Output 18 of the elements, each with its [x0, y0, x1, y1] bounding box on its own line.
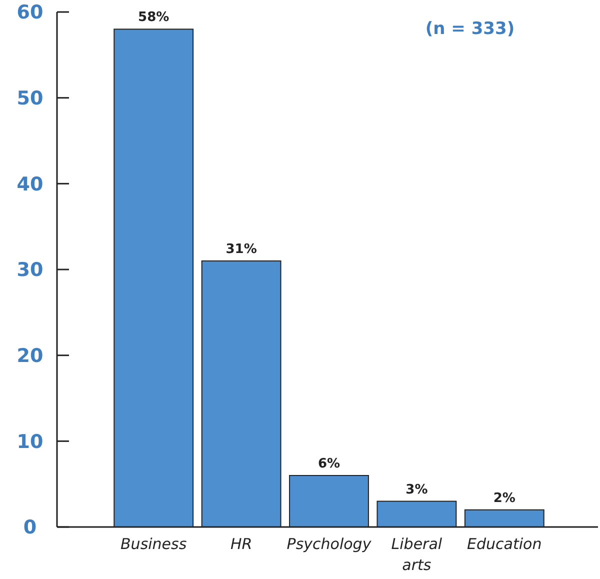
x-tick-label: Education [467, 535, 542, 553]
y-tick-label: 0 [23, 516, 37, 539]
y-tick-label: 30 [16, 259, 44, 282]
y-tick-label: 20 [16, 344, 44, 367]
y-tick-label: 60 [16, 2, 44, 24]
annotation: (n = 333) [425, 19, 515, 39]
data-label: 58% [138, 10, 170, 26]
data-label: 6% [318, 456, 340, 472]
x-tick-label: Psychology [286, 535, 372, 553]
y-tick-label: 10 [16, 430, 44, 453]
data-label: 2% [493, 490, 516, 506]
x-tick-label: Business [120, 535, 187, 553]
y-tick-label: 50 [16, 87, 44, 110]
x-tick-label: HR [230, 535, 252, 553]
y-tick-label: 40 [16, 173, 44, 196]
data-label: 31% [226, 242, 257, 257]
x-tick-label: Liberal arts [391, 535, 443, 574]
data-label: 3% [406, 482, 428, 498]
